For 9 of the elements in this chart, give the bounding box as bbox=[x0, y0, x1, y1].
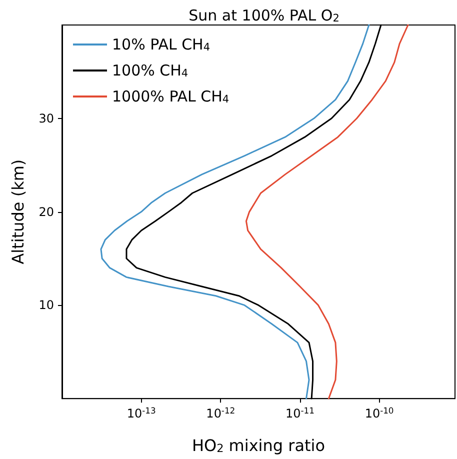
x-axis-title: HO2 mixing ratio bbox=[192, 436, 326, 455]
y-tick-label: 30 bbox=[38, 111, 54, 126]
legend-label: 10% PAL CH4 bbox=[112, 36, 210, 54]
y-tick-label: 10 bbox=[38, 298, 54, 312]
y-tick-label: 20 bbox=[38, 204, 54, 219]
y-axis-title: Altitude (km) bbox=[8, 159, 28, 264]
legend-label: 1000% PAL CH4 bbox=[112, 88, 230, 106]
chart-title: Sun at 100% PAL O2 bbox=[188, 6, 340, 24]
legend-label: 100% CH4 bbox=[112, 62, 188, 80]
